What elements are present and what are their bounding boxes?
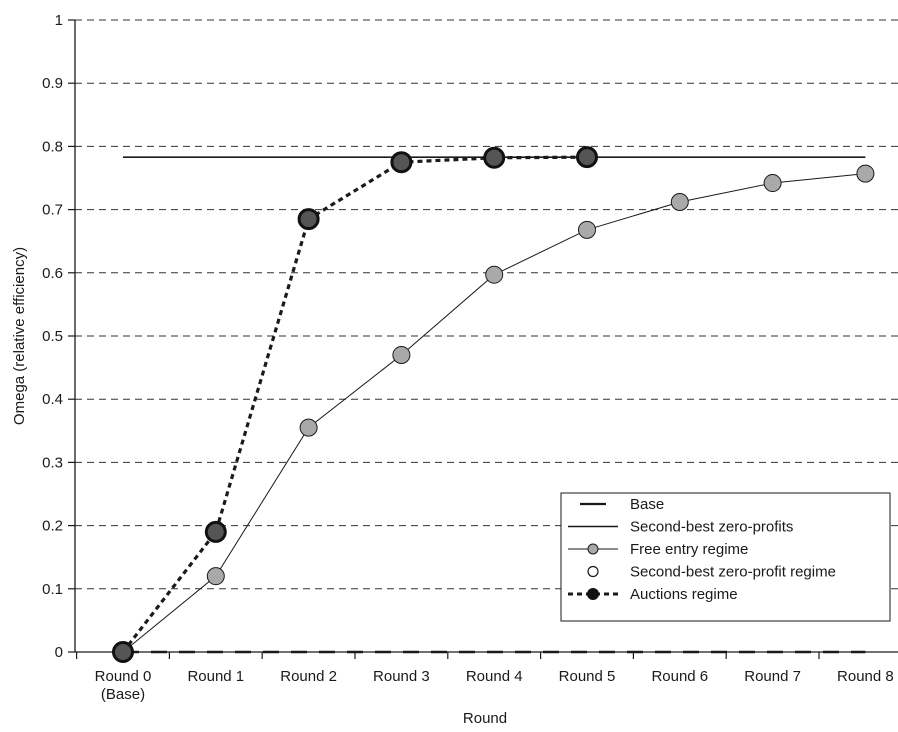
y-tick-label: 0.1: [42, 581, 63, 598]
y-tick-label: 0.7: [42, 202, 63, 219]
y-axis-title: Omega (relative efficiency): [11, 247, 28, 425]
legend-symbol-open-marker: [587, 565, 599, 578]
point-auctions: [483, 146, 506, 169]
y-tick-label: 0: [55, 644, 63, 661]
y-tick-label: 0.6: [42, 265, 63, 282]
point-auctions: [576, 146, 598, 169]
point-free-entry: [206, 567, 225, 586]
x-tick-label: Round 6: [651, 668, 708, 685]
point-free-entry: [856, 164, 875, 183]
point-free-entry: [763, 174, 782, 193]
x-tick-label: (Base): [101, 686, 145, 703]
y-tick-label: 0.2: [42, 518, 63, 535]
x-tick-label: Round 7: [744, 668, 801, 685]
x-tick-label: Round 4: [466, 668, 523, 685]
point-auctions: [204, 520, 227, 543]
point-auctions: [297, 208, 320, 231]
y-tick-label: 0.8: [42, 138, 63, 155]
x-tick-label: Round 2: [280, 668, 337, 685]
legend-label-second-best-regime: Second-best zero-profit regime: [630, 564, 836, 581]
legend-symbol-free-entry-marker: [587, 543, 599, 555]
y-tick-label: 0.4: [42, 391, 63, 408]
point-free-entry: [670, 193, 689, 212]
legend-label-base: Base: [630, 496, 664, 513]
x-tick-label: Round 5: [559, 668, 616, 685]
legend-label-auctions: Auctions regime: [630, 586, 738, 603]
y-tick-label: 0.5: [42, 328, 63, 345]
y-tick-label: 1: [55, 12, 63, 29]
point-free-entry: [578, 220, 596, 239]
point-free-entry: [392, 345, 411, 364]
point-auctions: [390, 151, 413, 174]
legend-label-second-best: Second-best zero-profits: [630, 519, 793, 536]
point-free-entry: [485, 265, 504, 284]
x-tick-label: Round 3: [373, 668, 430, 685]
x-tick-label: Round 1: [187, 668, 244, 685]
y-tick-label: 0.3: [42, 454, 63, 471]
legend-symbol-auctions-marker: [587, 588, 599, 600]
x-axis-title: Round: [463, 710, 507, 727]
point-auctions: [112, 641, 134, 663]
legend-box: [560, 492, 891, 622]
y-tick-label: 0.9: [42, 75, 63, 92]
legend-label-free-entry: Free entry regime: [630, 541, 748, 558]
x-tick-label: Round 8: [837, 668, 894, 685]
series-line-auctions: [121, 155, 588, 653]
x-tick-label: Round 0: [95, 668, 152, 685]
point-free-entry: [299, 418, 318, 437]
